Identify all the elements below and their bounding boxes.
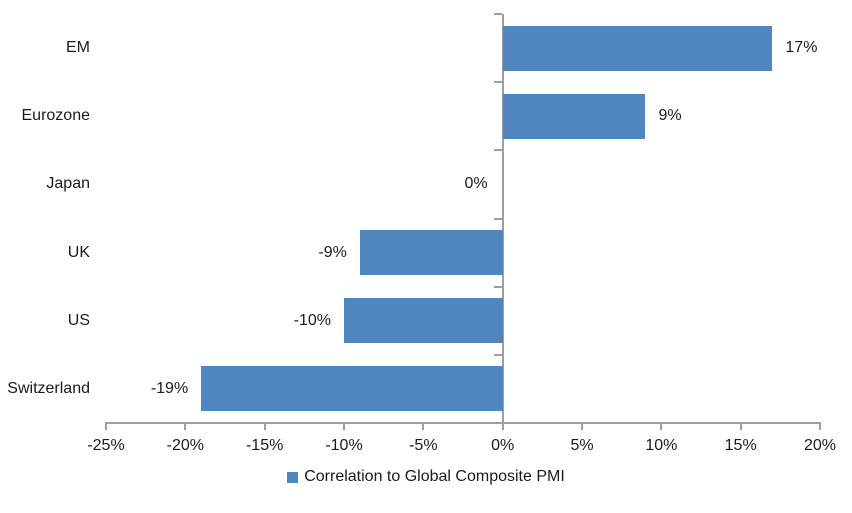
category-tick xyxy=(493,353,502,356)
x-tick-label: -20% xyxy=(166,437,204,454)
category-label-switzerland: Switzerland xyxy=(7,379,90,397)
x-tick-label: -10% xyxy=(325,437,363,454)
value-label-eurozone: 9% xyxy=(658,107,682,125)
x-tick xyxy=(263,424,266,430)
x-tick-label: -15% xyxy=(245,437,284,454)
x-tick-label: 20% xyxy=(803,437,837,454)
category-tick xyxy=(493,81,502,84)
x-tick xyxy=(660,424,663,430)
x-tick xyxy=(184,424,187,430)
value-label-uk: -9% xyxy=(318,243,347,261)
category-label-us: US xyxy=(67,311,90,329)
x-tick-label: -25% xyxy=(87,437,125,454)
value-label-us: -10% xyxy=(293,311,331,329)
x-tick-label: 10% xyxy=(645,437,678,454)
category-tick xyxy=(493,13,502,15)
bar-switzerland xyxy=(201,366,503,412)
value-label-japan: 0% xyxy=(464,175,488,193)
category-label-uk: UK xyxy=(67,243,90,261)
x-tick xyxy=(422,424,425,430)
bar-em xyxy=(502,25,773,71)
category-label-eurozone: Eurozone xyxy=(21,107,91,125)
x-tick xyxy=(739,424,742,430)
x-axis-line xyxy=(105,422,821,424)
bar-us xyxy=(344,298,503,344)
x-tick-label: 5% xyxy=(570,437,594,454)
x-tick-label: 0% xyxy=(491,437,515,454)
bar-eurozone xyxy=(502,93,646,139)
x-tick xyxy=(581,424,583,430)
category-label-em: EM xyxy=(66,39,90,57)
value-label-em: 17% xyxy=(785,39,818,57)
x-tick-label: 15% xyxy=(724,437,757,454)
legend: Correlation to Global Composite PMI xyxy=(0,467,852,487)
category-tick xyxy=(493,217,502,220)
legend-swatch-icon xyxy=(287,471,299,483)
zero-axis-line xyxy=(501,14,504,423)
x-tick-label: -5% xyxy=(409,437,438,454)
category-tick xyxy=(493,149,502,152)
legend-label: Correlation to Global Composite PMI xyxy=(304,468,565,485)
x-tick xyxy=(501,424,504,430)
category-label-japan: Japan xyxy=(46,175,90,193)
x-tick xyxy=(343,424,345,430)
x-tick xyxy=(105,424,107,430)
category-tick xyxy=(493,285,502,288)
bar-uk xyxy=(359,230,503,276)
plot-area: -25% -20% -15% -10% -5% 0% 5% 10% 15% 20% EM 17% Eur… xyxy=(7,13,837,454)
value-label-switzerland: -19% xyxy=(150,379,189,397)
x-tick xyxy=(819,424,821,430)
